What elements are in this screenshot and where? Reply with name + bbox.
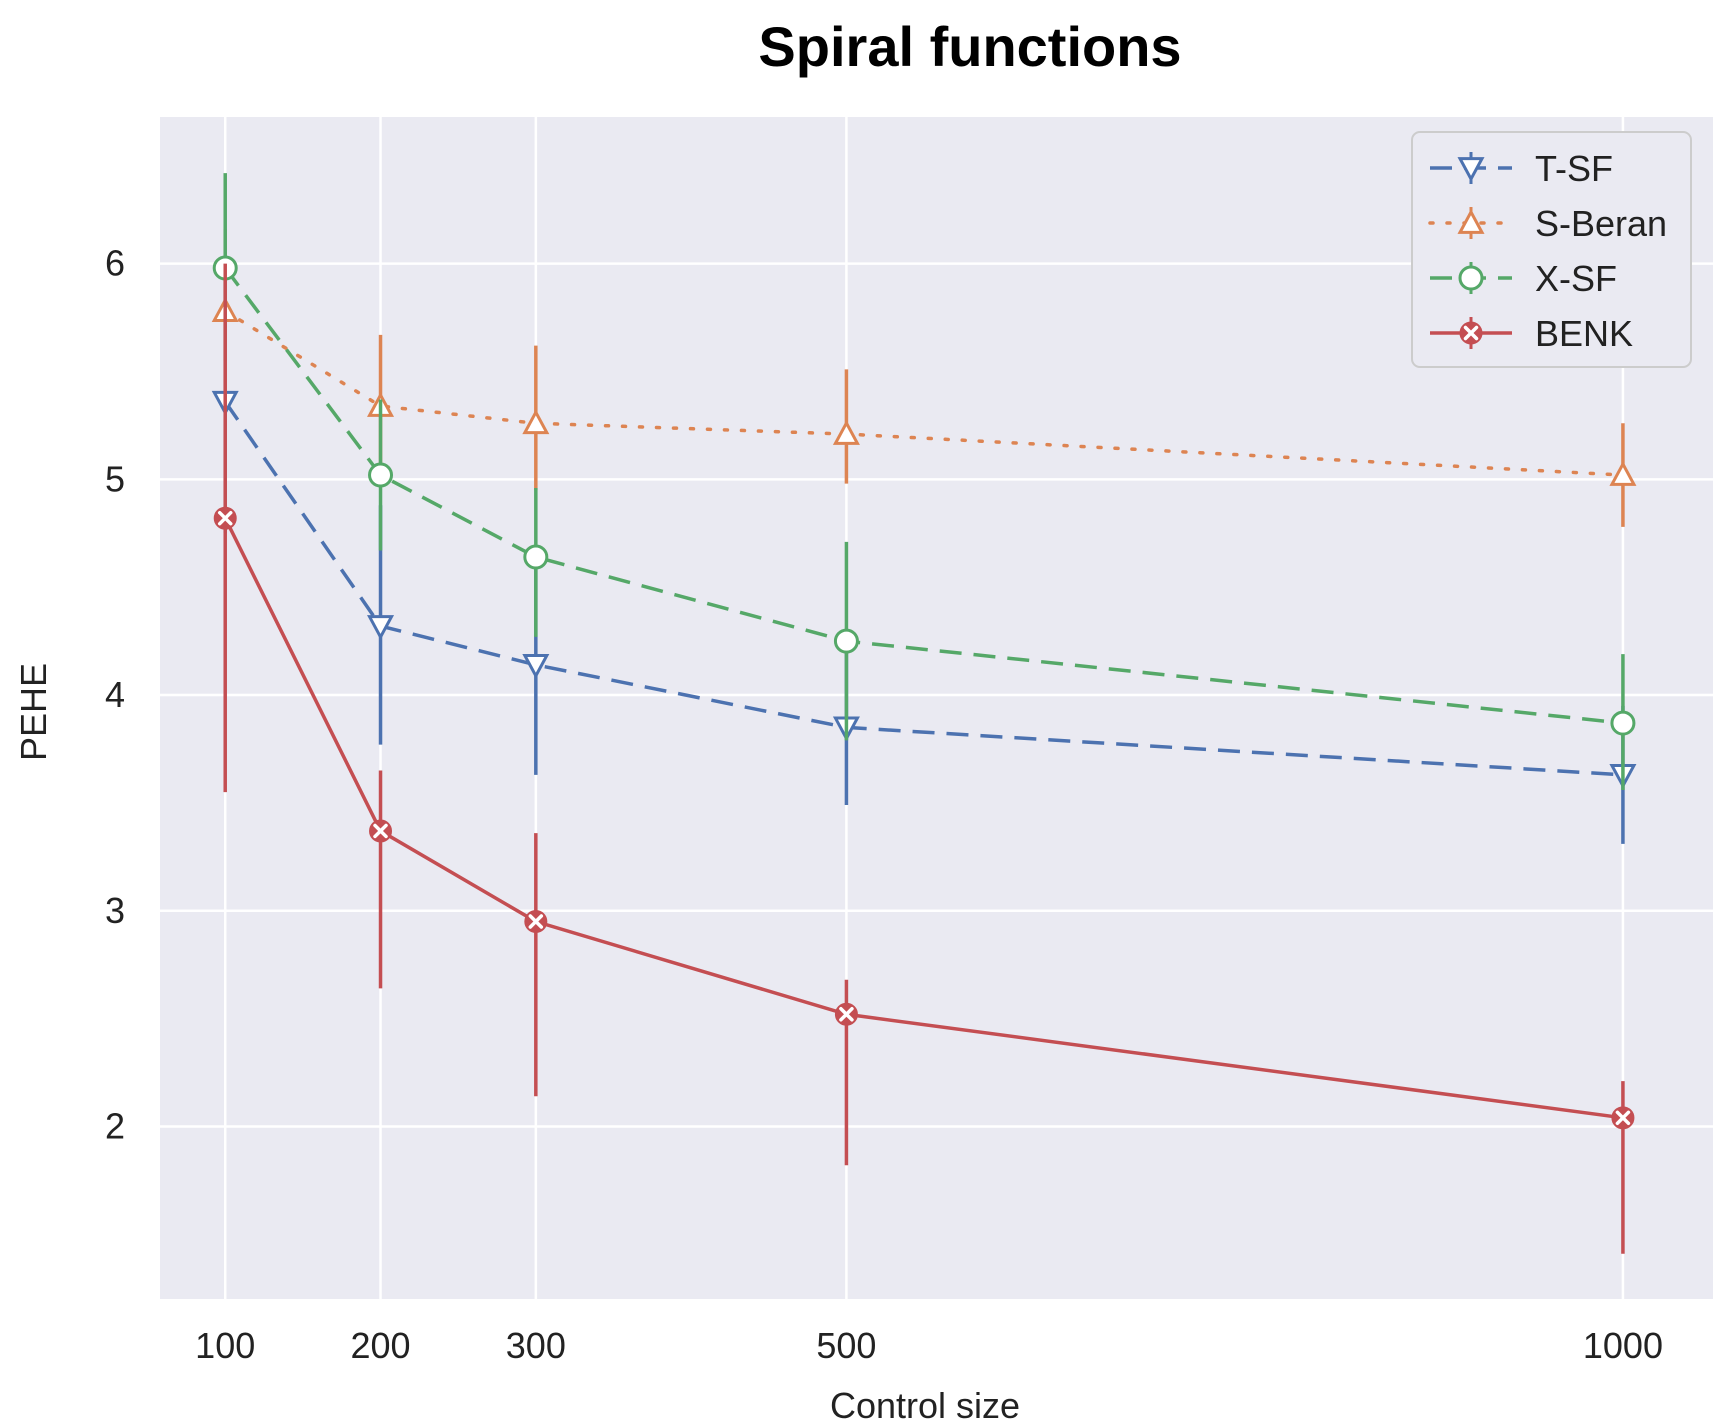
chart-title: Spiral functions: [758, 15, 1181, 78]
marker-cross-b: [217, 510, 233, 526]
x-tick-label: 100: [195, 1325, 255, 1366]
data-point: [834, 1002, 858, 1026]
legend-marker: [1459, 321, 1483, 345]
legend-entry: S-Beran: [1428, 203, 1667, 244]
series-line: [223, 400, 1624, 777]
ticks: 100 200 300 500 1000 2 3 4 5 6: [105, 243, 1663, 1366]
y-tick-label: 5: [105, 458, 125, 499]
legend-marker: [1457, 157, 1485, 183]
data-point: [832, 419, 860, 445]
legend-marker: [1458, 265, 1484, 291]
data-point: [833, 628, 859, 654]
marker-cross-b: [1463, 325, 1479, 341]
data-point: [213, 506, 237, 530]
y-axis-label: PEHE: [13, 663, 54, 761]
marker-cross-b: [1615, 1110, 1631, 1126]
data-point: [522, 654, 550, 680]
legend-marker: [1457, 208, 1485, 234]
legend: T-SF S-Beran X-SF BENK: [1411, 131, 1692, 368]
x-tick-label: 300: [506, 1325, 566, 1366]
legend-box: [1411, 131, 1692, 368]
data-point: [1611, 1106, 1635, 1130]
series-line: [223, 266, 1624, 725]
legend-entry: X-SF: [1430, 258, 1617, 299]
data-point: [524, 910, 548, 934]
data-point: [369, 819, 393, 843]
data-point: [522, 409, 550, 435]
y-tick-label: 3: [105, 890, 125, 931]
y-tick-label: 6: [105, 243, 125, 284]
legend-label: T-SF: [1535, 148, 1613, 189]
marker-cross-b: [373, 823, 388, 839]
marker-cross-b: [528, 914, 544, 929]
x-tick-label: 1000: [1583, 1325, 1663, 1366]
legend-label: BENK: [1535, 313, 1633, 354]
x-axis-label: Control size: [830, 1385, 1020, 1426]
data-point: [367, 615, 395, 641]
x-tick-label: 200: [350, 1325, 410, 1366]
legend-entry: T-SF: [1430, 148, 1613, 189]
marker-cross-b: [839, 1007, 854, 1022]
series-layer: [211, 173, 1637, 1254]
series-benk: [213, 263, 1635, 1254]
y-tick-label: 2: [105, 1105, 125, 1146]
data-point: [1610, 710, 1636, 736]
data-point: [523, 544, 549, 570]
legend-label: S-Beran: [1535, 203, 1667, 244]
y-tick-label: 4: [105, 674, 125, 715]
data-point: [1609, 460, 1637, 486]
legend-label: X-SF: [1535, 258, 1617, 299]
data-point: [368, 462, 394, 488]
x-tick-label: 500: [816, 1325, 876, 1366]
legend-entry: BENK: [1430, 313, 1633, 354]
